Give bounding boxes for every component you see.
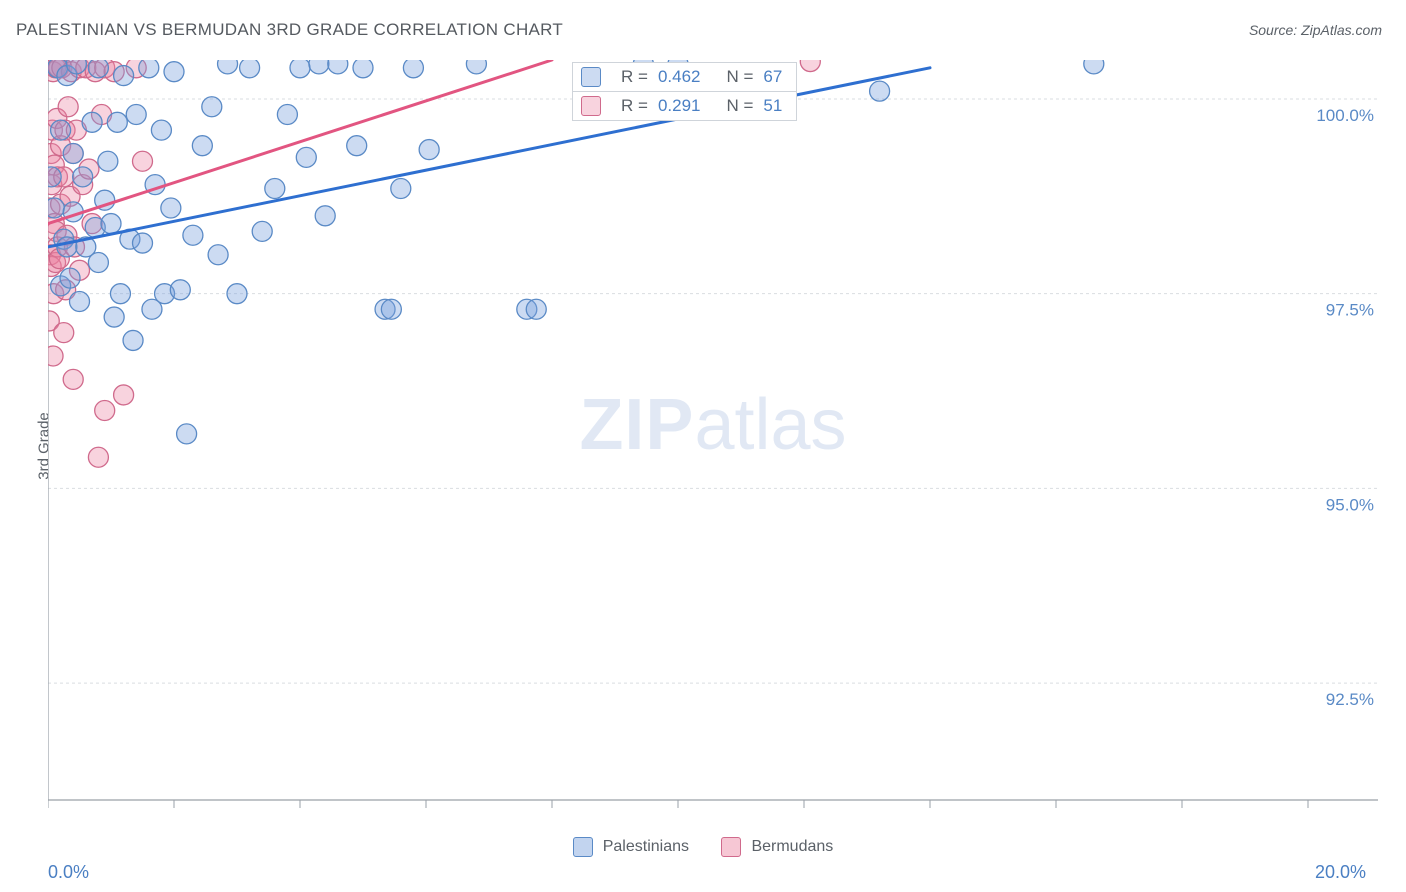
n-label: N = (726, 96, 753, 116)
n-value: 67 (763, 67, 782, 87)
legend-label: Palestinians (603, 838, 689, 856)
r-value: 0.291 (658, 96, 701, 116)
x-axis-min-label: 0.0% (48, 862, 89, 883)
legend-item: Palestinians (573, 837, 689, 857)
y-tick-label: 97.5% (1326, 301, 1374, 320)
legend-label: Bermudans (751, 838, 833, 856)
y-tick-label: 95.0% (1326, 495, 1374, 514)
correlation-row: R = 0.462 N = 67 (572, 62, 797, 92)
legend-item: Bermudans (721, 837, 833, 857)
chart-source: Source: ZipAtlas.com (1249, 22, 1382, 38)
r-label: R = (621, 67, 648, 87)
chart-title: PALESTINIAN VS BERMUDAN 3RD GRADE CORREL… (16, 20, 563, 40)
correlation-box: R = 0.462 N = 67 R = 0.291 N = 51 (572, 62, 797, 121)
legend: Palestinians Bermudans (0, 837, 1406, 862)
y-tick-label: 92.5% (1326, 690, 1374, 709)
y-tick-label: 100.0% (1316, 106, 1374, 125)
correlation-row: R = 0.291 N = 51 (572, 92, 797, 121)
series-swatch-icon (581, 67, 601, 87)
r-label: R = (621, 96, 648, 116)
r-value: 0.462 (658, 67, 701, 87)
x-axis-max-label: 20.0% (1315, 862, 1366, 883)
n-value: 51 (763, 96, 782, 116)
series-swatch-icon (581, 96, 601, 116)
n-label: N = (726, 67, 753, 87)
scatter-chart: 92.5% 95.0% 97.5% 100.0% (48, 60, 1378, 820)
legend-swatch-icon (573, 837, 593, 857)
legend-swatch-icon (721, 837, 741, 857)
